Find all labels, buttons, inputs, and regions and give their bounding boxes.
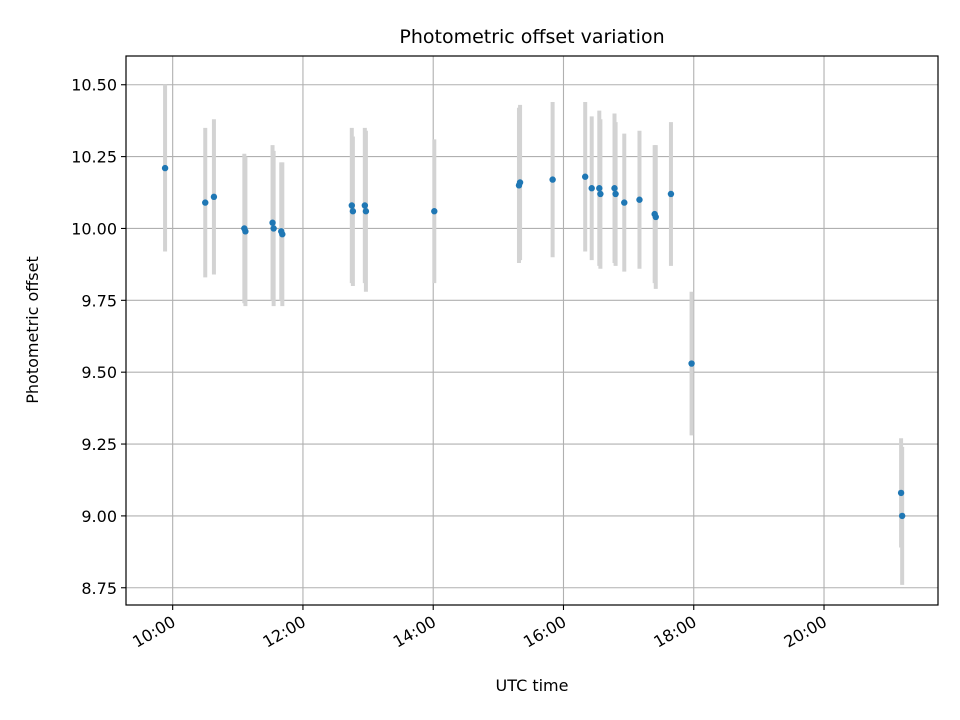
data-point xyxy=(581,173,589,180)
y-tick-label: 10.25 xyxy=(71,148,117,167)
y-tick-label: 9.50 xyxy=(81,363,117,382)
y-tick-label: 10.50 xyxy=(71,76,117,95)
data-point xyxy=(597,190,604,198)
data-point xyxy=(588,185,595,192)
data-point xyxy=(269,219,276,226)
data-point xyxy=(596,185,603,192)
data-point xyxy=(652,213,659,221)
chart-title: Photometric offset variation xyxy=(399,26,664,48)
grid xyxy=(126,56,938,605)
data-point xyxy=(270,225,277,232)
data-point xyxy=(202,199,209,206)
data-point xyxy=(161,164,169,172)
data-point xyxy=(549,176,556,183)
data-point xyxy=(210,193,218,201)
y-tick-label: 10.00 xyxy=(71,219,117,238)
data-point xyxy=(612,190,619,198)
data-point xyxy=(688,360,695,367)
y-tick-label: 9.75 xyxy=(81,291,117,310)
data-point xyxy=(242,228,249,235)
plot-frame xyxy=(125,55,939,606)
data-point xyxy=(621,199,628,206)
y-tick-label: 9.00 xyxy=(81,507,117,526)
data-point xyxy=(362,208,370,215)
data-point xyxy=(667,190,675,198)
x-axis-label: UTC time xyxy=(496,676,569,695)
data-points xyxy=(161,164,906,520)
data-point xyxy=(348,202,355,209)
y-axis-label: Photometric offset xyxy=(23,256,42,404)
data-point xyxy=(349,208,357,215)
data-point xyxy=(516,179,524,186)
data-point xyxy=(279,231,286,238)
data-point xyxy=(897,489,905,497)
data-point xyxy=(898,512,906,520)
y-tick-label: 8.75 xyxy=(81,579,117,598)
data-point xyxy=(611,185,618,192)
data-point xyxy=(431,208,438,215)
data-point xyxy=(636,196,643,203)
y-tick-label: 9.25 xyxy=(81,435,117,454)
data-point xyxy=(361,202,369,209)
